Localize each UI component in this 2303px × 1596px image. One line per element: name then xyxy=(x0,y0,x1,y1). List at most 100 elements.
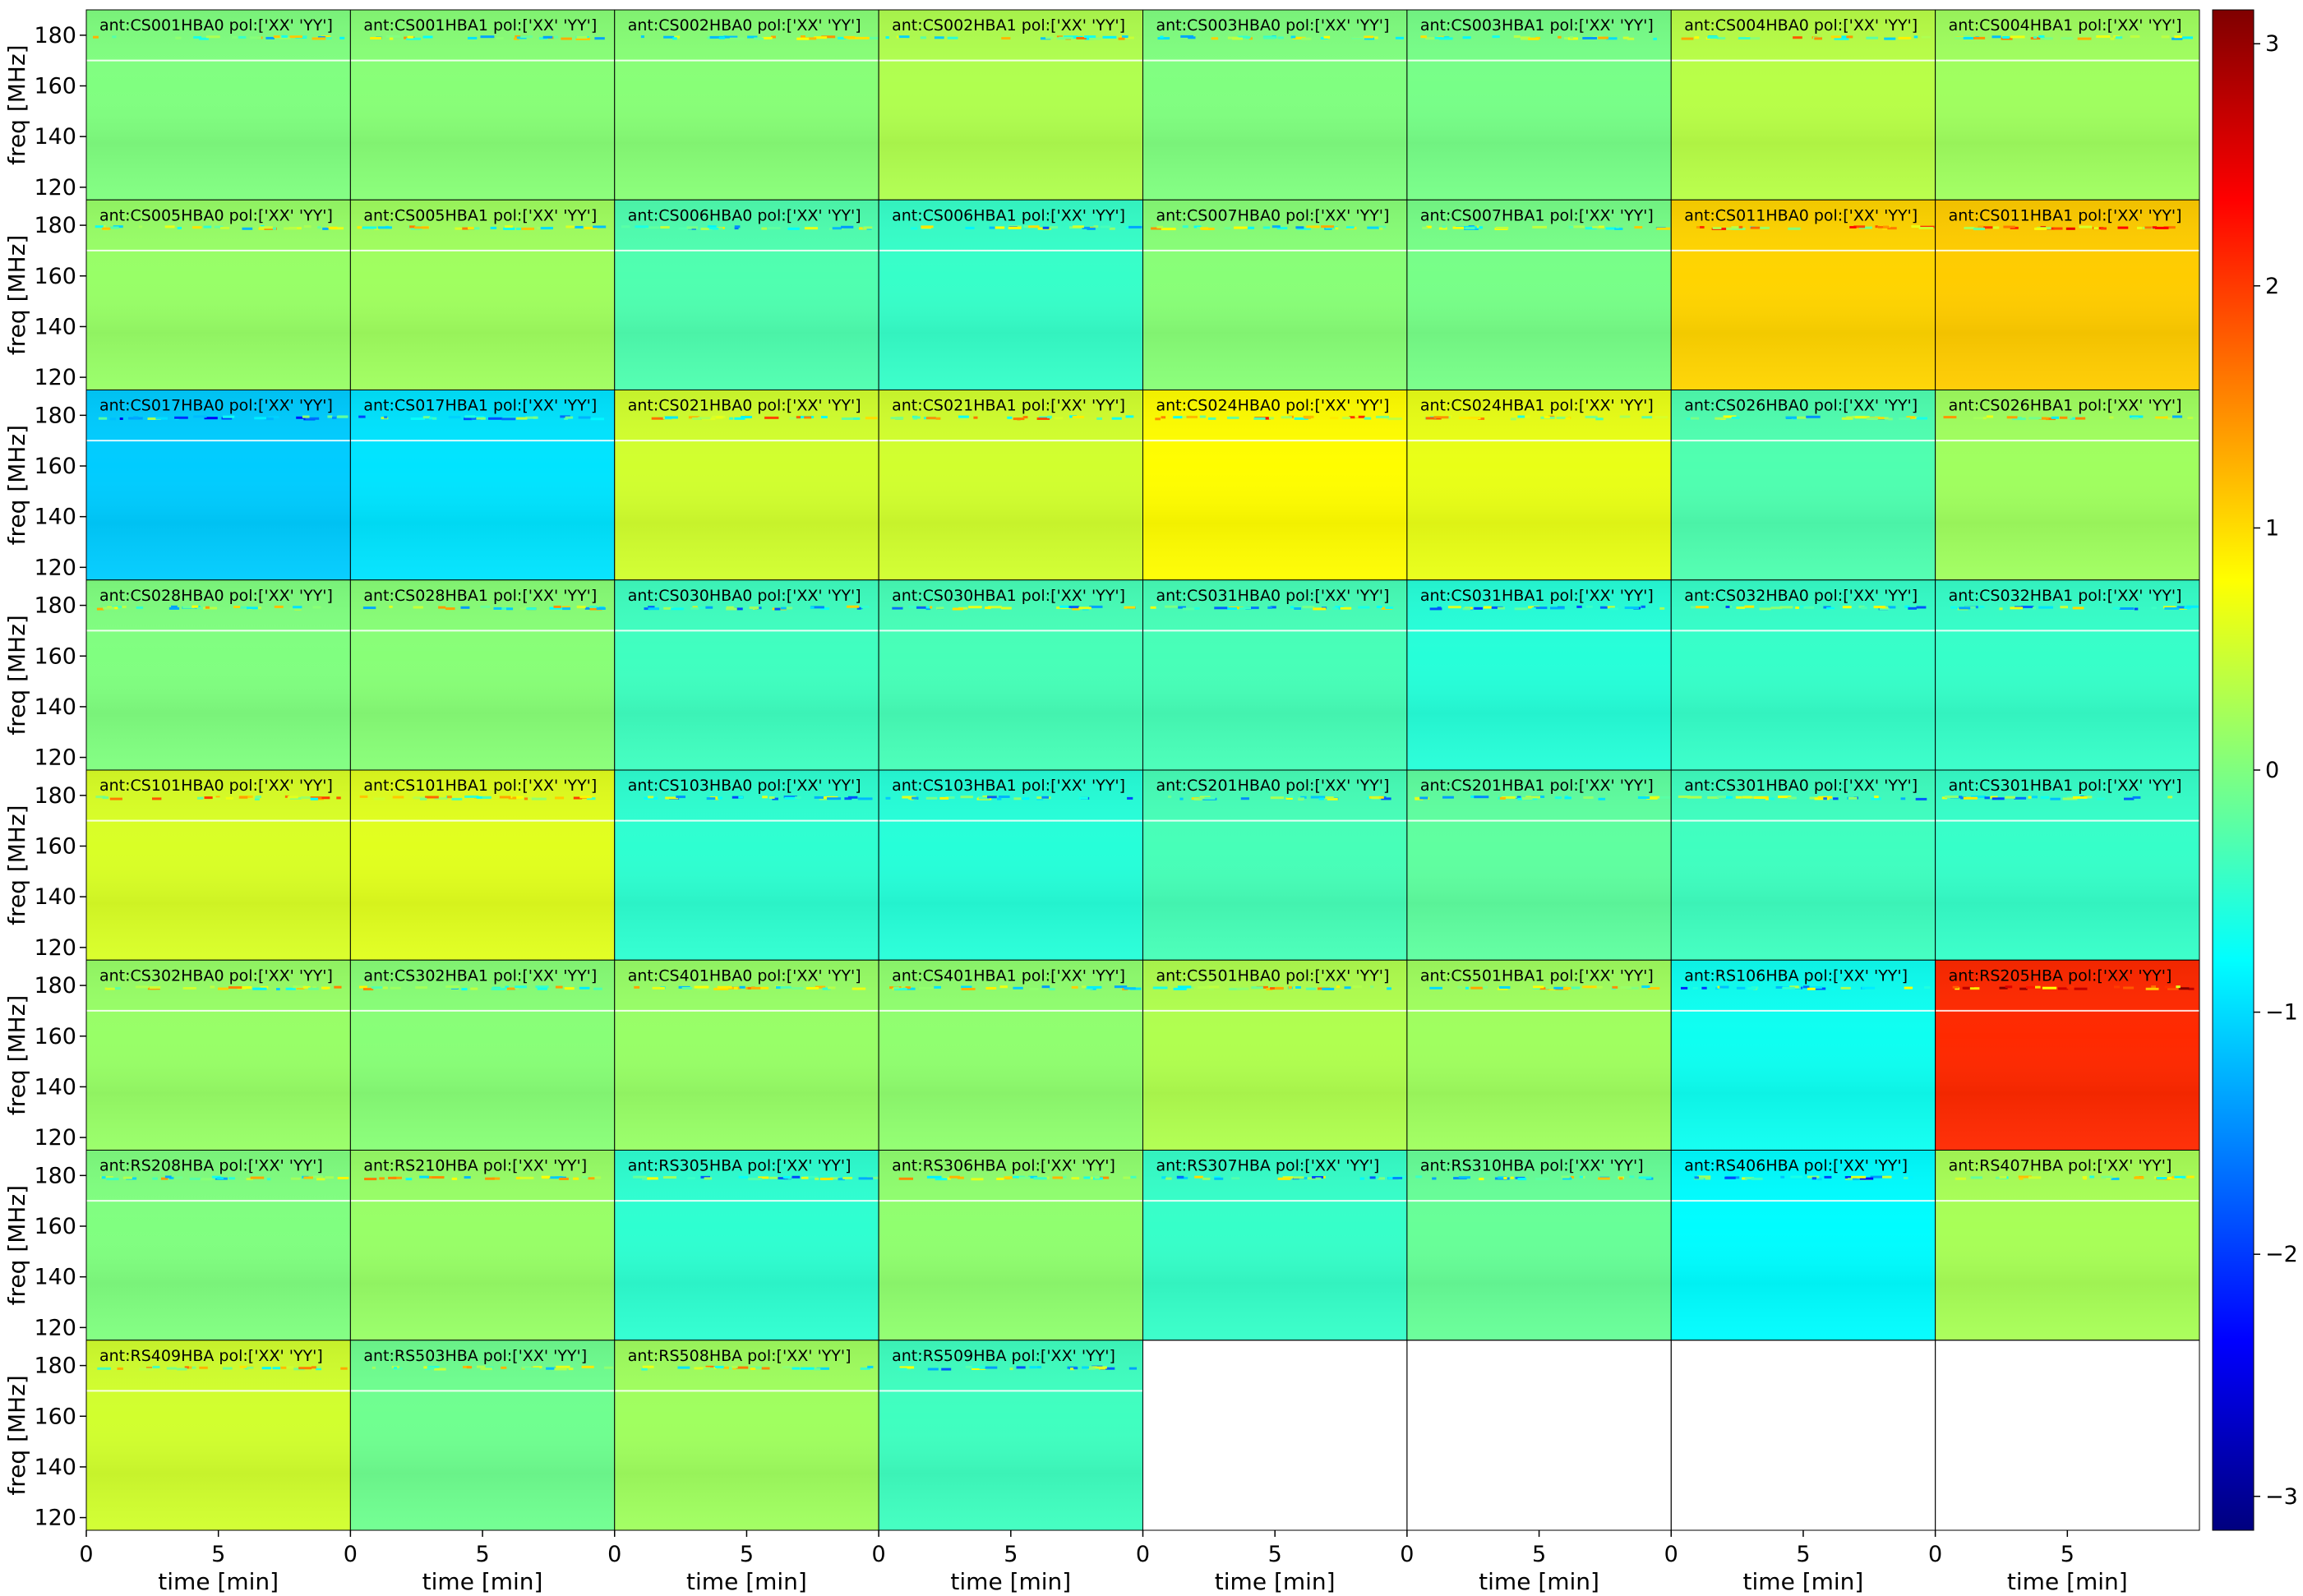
noise-streak xyxy=(413,606,423,609)
noise-streak xyxy=(698,417,711,420)
noise-streak xyxy=(1207,985,1220,989)
noise-streak xyxy=(316,1368,322,1371)
noise-streak xyxy=(1790,1175,1802,1179)
noise-streak xyxy=(490,226,497,229)
noise-streak xyxy=(2163,226,2176,229)
noise-streak xyxy=(859,36,870,39)
noise-streak xyxy=(796,37,810,40)
y-tick-label: 120 xyxy=(34,1125,76,1151)
noise-streak xyxy=(1176,1175,1184,1179)
panel: ant:CS002HBA0 pol:['XX' 'YY'] xyxy=(614,9,880,201)
noise-streak xyxy=(1193,797,1202,800)
noise-streak xyxy=(1340,607,1352,610)
noise-streak xyxy=(199,1366,208,1369)
panel: ant:CS017HBA1 pol:['XX' 'YY'] xyxy=(349,390,616,581)
noise-streak xyxy=(821,416,828,418)
noise-streak xyxy=(308,987,319,990)
noise-streak xyxy=(715,416,723,419)
noise-streak xyxy=(672,37,677,40)
noise-streak xyxy=(422,35,433,39)
noise-streak xyxy=(590,417,604,421)
noise-streak xyxy=(109,226,119,229)
noise-streak xyxy=(234,606,248,609)
panel-label: ant:RS208HBA pol:['XX' 'YY'] xyxy=(99,1157,323,1175)
noise-streak xyxy=(422,416,431,419)
noise-streak xyxy=(2131,417,2139,420)
noise-streak xyxy=(1188,36,1196,39)
noise-streak xyxy=(1653,37,1657,40)
noise-streak xyxy=(515,796,524,799)
noise-streak xyxy=(581,1365,594,1368)
noise-streak xyxy=(2051,416,2059,419)
noise-streak xyxy=(197,796,210,800)
noise-streak xyxy=(645,226,660,229)
noise-streak xyxy=(549,607,563,610)
panel-label: ant:CS026HBA0 pol:['XX' 'YY'] xyxy=(1684,397,1918,415)
noise-streak xyxy=(221,417,233,420)
noise-streak xyxy=(899,1366,915,1369)
y-tick-label: 160 xyxy=(34,1024,76,1049)
y-tick-label: 160 xyxy=(34,1404,76,1429)
noise-streak xyxy=(2096,35,2111,38)
noise-streak xyxy=(429,417,433,420)
noise-streak xyxy=(182,606,196,609)
noise-streak xyxy=(1792,416,1807,419)
panel-label: ant:CS021HBA1 pol:['XX' 'YY'] xyxy=(892,397,1125,415)
noise-streak xyxy=(2134,1176,2144,1179)
noise-streak xyxy=(1641,416,1653,419)
noise-streak xyxy=(1276,227,1288,230)
noise-streak xyxy=(1332,607,1337,610)
noise-streak xyxy=(122,606,127,608)
noise-streak xyxy=(1955,36,1966,39)
noise-streak xyxy=(1544,416,1550,419)
noise-streak xyxy=(1576,605,1582,608)
noise-streak xyxy=(594,37,605,40)
noise-streak xyxy=(1426,225,1432,228)
noise-streak xyxy=(1788,227,1801,230)
x-tick-label: 0 xyxy=(1928,1542,1942,1567)
panel-shading xyxy=(1935,770,2199,961)
noise-streak xyxy=(574,225,584,228)
noise-streak xyxy=(1290,35,1296,39)
noise-streak xyxy=(1747,987,1756,990)
noise-streak xyxy=(660,226,670,229)
noise-streak xyxy=(533,1366,542,1368)
y-tick-label: 160 xyxy=(34,74,76,99)
noise-streak xyxy=(260,226,273,229)
noise-streak xyxy=(858,1177,874,1180)
noise-streak xyxy=(1492,35,1500,39)
noise-streak xyxy=(1817,1178,1822,1181)
noise-streak xyxy=(1182,225,1188,228)
noise-streak xyxy=(968,606,982,609)
noise-streak xyxy=(175,36,182,39)
panel-label: ant:RS409HBA pol:['XX' 'YY'] xyxy=(99,1347,323,1365)
noise-streak xyxy=(2035,985,2041,989)
noise-streak xyxy=(1285,796,1293,800)
noise-streak xyxy=(515,1176,524,1179)
noise-streak xyxy=(2006,416,2018,419)
noise-streak xyxy=(1717,37,1726,39)
noise-streak xyxy=(480,35,495,39)
noise-streak xyxy=(1962,986,1971,989)
noise-streak xyxy=(732,1367,736,1370)
noise-streak xyxy=(2164,985,2178,989)
noise-streak xyxy=(1562,986,1571,989)
panel-shading xyxy=(1671,770,1936,961)
noise-streak xyxy=(204,417,218,420)
noise-streak xyxy=(303,1176,313,1179)
noise-streak xyxy=(707,225,717,228)
noise-streak xyxy=(1070,1368,1075,1371)
noise-streak xyxy=(1194,1175,1203,1179)
noise-streak xyxy=(2042,986,2057,989)
noise-streak xyxy=(562,607,571,611)
noise-streak xyxy=(728,1367,736,1370)
noise-streak xyxy=(442,1176,448,1179)
noise-streak xyxy=(741,416,752,418)
noise-streak xyxy=(676,796,685,799)
noise-streak xyxy=(565,225,575,228)
noise-streak xyxy=(193,415,207,418)
panel-shading xyxy=(1935,390,2199,580)
panel-shading xyxy=(1142,390,1407,580)
x-tick-label: 0 xyxy=(1136,1542,1150,1567)
noise-streak xyxy=(310,797,318,800)
